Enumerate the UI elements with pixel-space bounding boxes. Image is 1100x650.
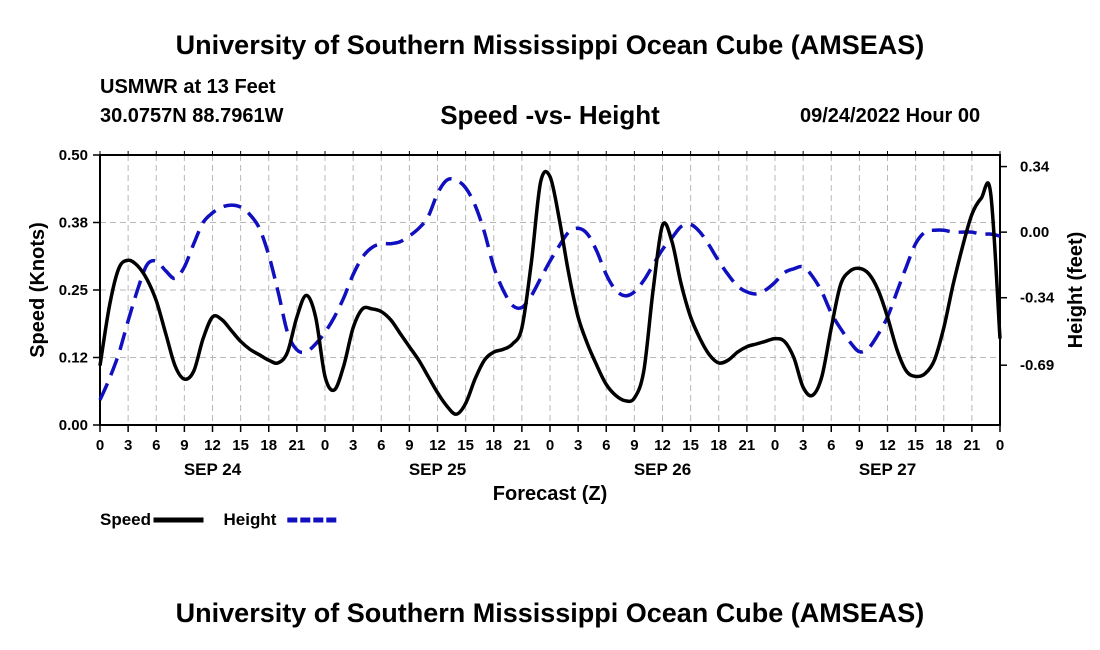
y2-tick-label: 0.34 [1020, 159, 1050, 176]
x-tick-label: 6 [377, 437, 385, 454]
axes: 0 3 6 9 12 15 18 21 0 3 6 9 12 15 18 21 0 3 6 9 12 15 18 21 0 3 6 9… [59, 147, 1055, 479]
y-tick-label: 0.12 [59, 350, 88, 367]
x-tick-label: 6 [152, 437, 160, 454]
x-tick-label: 6 [602, 437, 610, 454]
date-label: SEP 27 [859, 460, 916, 479]
date-label: SEP 25 [409, 460, 466, 479]
y-tick-label: 0.50 [59, 147, 88, 164]
legend: Speed Height [100, 510, 338, 529]
x-tick-label: 18 [935, 437, 952, 454]
y2-tick-label: -0.69 [1020, 357, 1054, 374]
speed-series-line [98, 169, 1002, 416]
x-tick-label: 15 [907, 437, 924, 454]
forecast-datetime: 09/24/2022 Hour 00 [800, 105, 981, 127]
x-tick-label: 12 [204, 437, 221, 454]
y2-axis-label: Height (feet) [1065, 232, 1087, 349]
x-tick-label: 12 [879, 437, 896, 454]
x-tick-label: 12 [429, 437, 446, 454]
y-tick-label: 0.38 [59, 215, 88, 232]
x-tick-label: 21 [739, 437, 756, 454]
x-tick-label: 6 [827, 437, 835, 454]
y-tick-label: 0.00 [59, 417, 88, 434]
x-tick-label: 0 [96, 437, 104, 454]
x-tick-label: 18 [710, 437, 727, 454]
x-tick-label: 3 [799, 437, 807, 454]
x-tick-label: 3 [124, 437, 132, 454]
y-tick-label: 0.25 [59, 282, 88, 299]
grid [100, 155, 1000, 425]
x-tick-label: 0 [321, 437, 329, 454]
y2-tick-label: 0.00 [1020, 224, 1049, 241]
x-tick-label: 15 [682, 437, 699, 454]
x-tick-label: 3 [574, 437, 582, 454]
x-tick-label: 21 [964, 437, 981, 454]
date-label: SEP 26 [634, 460, 691, 479]
x-tick-label: 3 [349, 437, 357, 454]
x-tick-label: 0 [996, 437, 1004, 454]
x-tick-label: 21 [289, 437, 306, 454]
x-tick-label: 15 [232, 437, 249, 454]
x-tick-label: 9 [630, 437, 638, 454]
height-series-line [98, 176, 1001, 401]
x-axis-label: Forecast (Z) [493, 483, 607, 505]
x-tick-label: 18 [260, 437, 277, 454]
x-tick-label: 0 [771, 437, 779, 454]
station-coordinates: 30.0757N 88.7961W [100, 105, 284, 127]
y2-tick-label: -0.34 [1020, 290, 1055, 307]
footer-title: University of Southern Mississippi Ocean… [175, 598, 925, 628]
y-axis-label: Speed (Knots) [27, 222, 49, 358]
x-tick-label: 12 [654, 437, 671, 454]
station-label: USMWR at 13 Feet [100, 76, 276, 98]
series-layer [98, 169, 1002, 416]
x-tick-label: 0 [546, 437, 554, 454]
x-tick-label: 21 [514, 437, 531, 454]
legend-label-height: Height [224, 510, 277, 529]
x-tick-label: 9 [180, 437, 188, 454]
x-tick-label: 9 [405, 437, 413, 454]
x-tick-label: 18 [485, 437, 502, 454]
x-tick-label: 9 [855, 437, 863, 454]
legend-label-speed: Speed [100, 510, 151, 529]
main-title: University of Southern Mississippi Ocean… [175, 30, 925, 60]
x-tick-label: 15 [457, 437, 474, 454]
chart-subtitle: Speed -vs- Height [440, 100, 660, 130]
date-label: SEP 24 [184, 460, 242, 479]
